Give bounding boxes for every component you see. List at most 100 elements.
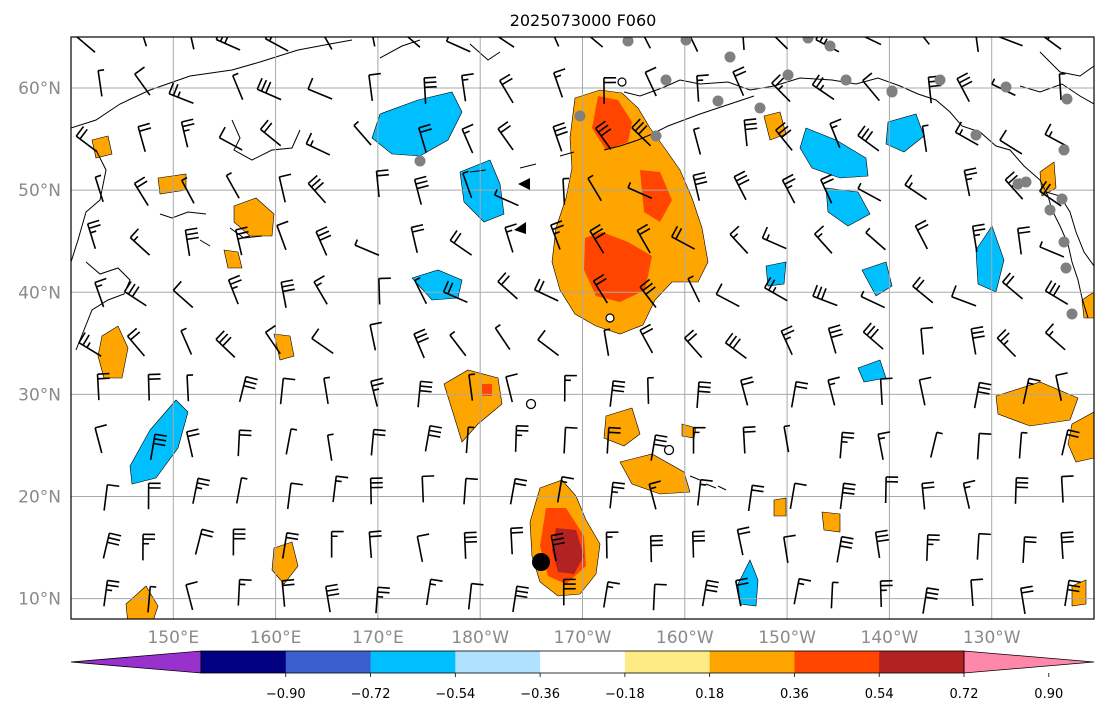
anomaly-core-c-3	[482, 384, 492, 396]
wind-barb	[180, 327, 193, 355]
alaska-coastline	[623, 77, 1089, 319]
wind-barb	[406, 37, 421, 48]
wind-barb	[587, 174, 602, 202]
wind-barb	[181, 176, 195, 204]
wind-barb	[353, 120, 372, 146]
wind-barb	[235, 226, 250, 256]
wind-barb	[264, 37, 289, 52]
hawaiian-islands	[689, 475, 727, 491]
colorbar-outline	[200, 650, 965, 674]
wind-barb	[1038, 180, 1062, 207]
wind-barb	[839, 431, 855, 459]
longitude-label: 130°W	[963, 628, 1021, 648]
wind-barb	[763, 276, 788, 302]
colorbar: −0.90 −0.72 −0.54 −0.36 −0.18 0.18 0.36 0.54 0.7…	[70, 650, 1095, 702]
wind-barb	[783, 424, 791, 453]
wind-barb	[468, 373, 475, 401]
wind-barb	[147, 482, 161, 510]
storm-center-marker	[532, 553, 550, 571]
wind-barb	[375, 586, 390, 614]
ring-marker-2	[663, 444, 675, 456]
wind-barb	[644, 66, 657, 97]
wind-barb	[912, 276, 934, 304]
station-marker	[754, 102, 766, 114]
wind-barb	[97, 68, 105, 97]
wind-barb	[410, 223, 425, 253]
wind-barb	[425, 578, 443, 606]
colorbar-segment	[879, 651, 965, 673]
wind-barb	[761, 226, 787, 250]
longitude-label: 160°E	[250, 628, 302, 648]
anomaly-blob-c-12	[1081, 291, 1094, 319]
wind-barb	[556, 475, 575, 503]
station-marker	[1058, 144, 1070, 156]
anomaly-blob-east-4	[975, 225, 1005, 293]
wind-barb	[830, 581, 839, 609]
wind-barb	[423, 76, 437, 104]
wind-barb	[976, 432, 992, 460]
colorbar-segment	[624, 651, 711, 673]
wind-barb	[78, 332, 102, 357]
wind-barb	[493, 189, 519, 207]
wind-barb	[1022, 377, 1041, 405]
wind-barb	[692, 426, 706, 454]
station-marker	[414, 155, 426, 167]
wind-barb	[103, 483, 120, 511]
wind-barb	[370, 377, 384, 407]
wind-barb	[509, 477, 528, 505]
wind-barb	[857, 182, 882, 202]
wind-barb	[142, 37, 148, 47]
north-america-coastline	[1019, 51, 1094, 267]
longitude-label: 150°E	[147, 628, 199, 648]
wind-barb	[225, 171, 240, 199]
colorbar-segment	[709, 651, 795, 673]
wind-barb	[315, 226, 332, 256]
wind-barb	[774, 37, 789, 50]
anomaly-blob-east-1	[799, 127, 869, 179]
wind-barb	[732, 66, 747, 96]
wind-barb	[1018, 431, 1028, 459]
latitude-labels: 60°N 50°N 40°N 30°N 20°N 10°N	[18, 79, 61, 610]
colorbar-tick-label: −0.54	[435, 687, 475, 702]
wind-barb	[563, 426, 578, 454]
longitude-label: 170°E	[352, 628, 404, 648]
wind-barb	[133, 176, 149, 206]
wind-barb	[281, 532, 299, 559]
wind-barb	[976, 532, 991, 560]
colorbar-tick-label: 0.36	[780, 687, 809, 702]
wind-barb	[602, 581, 620, 608]
longitude-labels: 150°E 160°E 170°E 180°W 170°W 160°W 150°W 140°W…	[147, 628, 1020, 648]
wind-barb	[94, 424, 107, 454]
wind-barb	[692, 171, 708, 201]
front-marker-1	[518, 178, 530, 190]
wind-barb	[1058, 72, 1066, 101]
anomaly-blob-west-mid	[459, 159, 505, 223]
latitude-label: 30°N	[18, 385, 61, 405]
longitude-label: 160°W	[656, 628, 714, 648]
wind-barb	[998, 37, 1023, 47]
wind-barb	[696, 381, 712, 408]
anomaly-core-central-north-3	[640, 170, 672, 222]
wind-barb	[375, 169, 389, 198]
wind-barb	[237, 578, 252, 606]
wind-barb	[326, 433, 334, 461]
wind-barb	[715, 283, 740, 308]
wind-barb	[783, 534, 796, 563]
wind-barb	[780, 325, 795, 356]
wind-barb	[975, 37, 980, 52]
wind-barb	[648, 480, 661, 510]
wind-barb	[724, 332, 747, 360]
colorbar-segment	[540, 651, 626, 673]
wind-barb	[461, 123, 474, 154]
wind-barb	[1064, 579, 1081, 607]
wind-barb	[1060, 475, 1074, 503]
wind-barb	[857, 125, 880, 152]
wind-barb	[190, 37, 195, 50]
wind-barb	[920, 326, 934, 355]
wind-barb	[683, 329, 703, 359]
station-marker	[1000, 81, 1012, 93]
wind-barb	[418, 123, 432, 154]
wind-barb	[879, 579, 893, 608]
station-marker	[660, 74, 672, 86]
